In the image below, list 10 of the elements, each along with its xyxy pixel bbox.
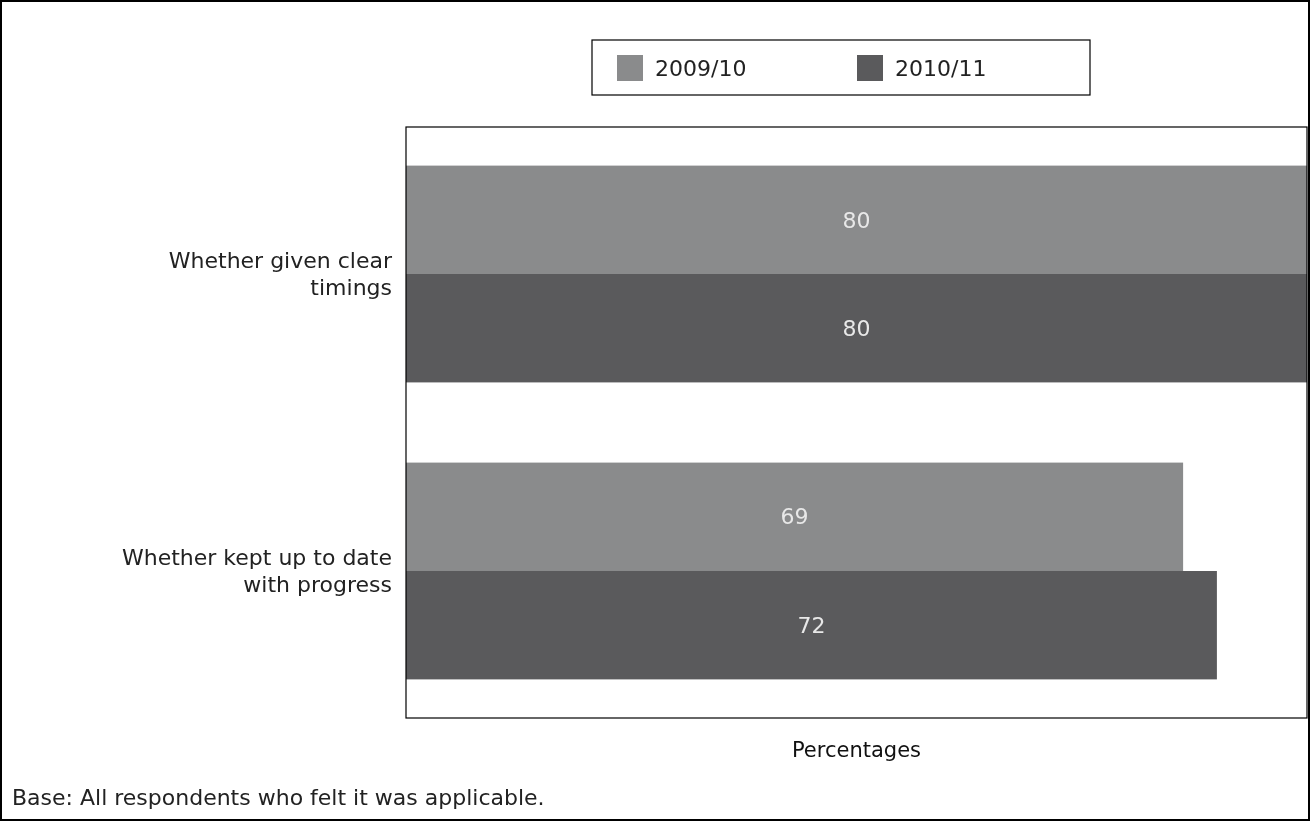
data-label: 69 bbox=[780, 504, 809, 530]
y-tick-label: Whether kept up to date with progress bbox=[121, 545, 392, 598]
data-label: 72 bbox=[797, 612, 826, 638]
legend-label: 2009/10 bbox=[655, 55, 747, 81]
y-tick-label: Whether given clear timings bbox=[168, 248, 393, 301]
x-axis-title: Percentages bbox=[791, 738, 922, 762]
legend-label: 2010/11 bbox=[895, 55, 987, 81]
data-label: 80 bbox=[842, 315, 871, 341]
data-label: 80 bbox=[842, 207, 871, 233]
text: Base: All respondents who felt it was applicable. bbox=[12, 785, 545, 810]
